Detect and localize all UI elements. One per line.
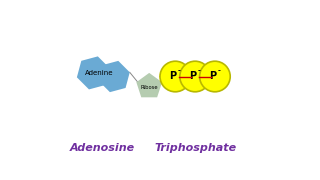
Text: -: - (198, 68, 201, 74)
Polygon shape (136, 73, 162, 97)
Circle shape (200, 61, 230, 92)
Text: -: - (217, 68, 220, 74)
Text: Ribose: Ribose (140, 85, 158, 90)
Text: P: P (189, 71, 196, 81)
Circle shape (180, 61, 211, 92)
Text: Triphosphate: Triphosphate (155, 143, 237, 153)
Text: Adenosine: Adenosine (70, 143, 135, 153)
Text: P: P (170, 71, 177, 81)
Circle shape (160, 61, 191, 92)
Text: P: P (209, 71, 216, 81)
Text: -: - (178, 68, 181, 74)
Polygon shape (99, 61, 130, 92)
Polygon shape (77, 56, 110, 89)
Text: Adenine: Adenine (84, 70, 113, 76)
